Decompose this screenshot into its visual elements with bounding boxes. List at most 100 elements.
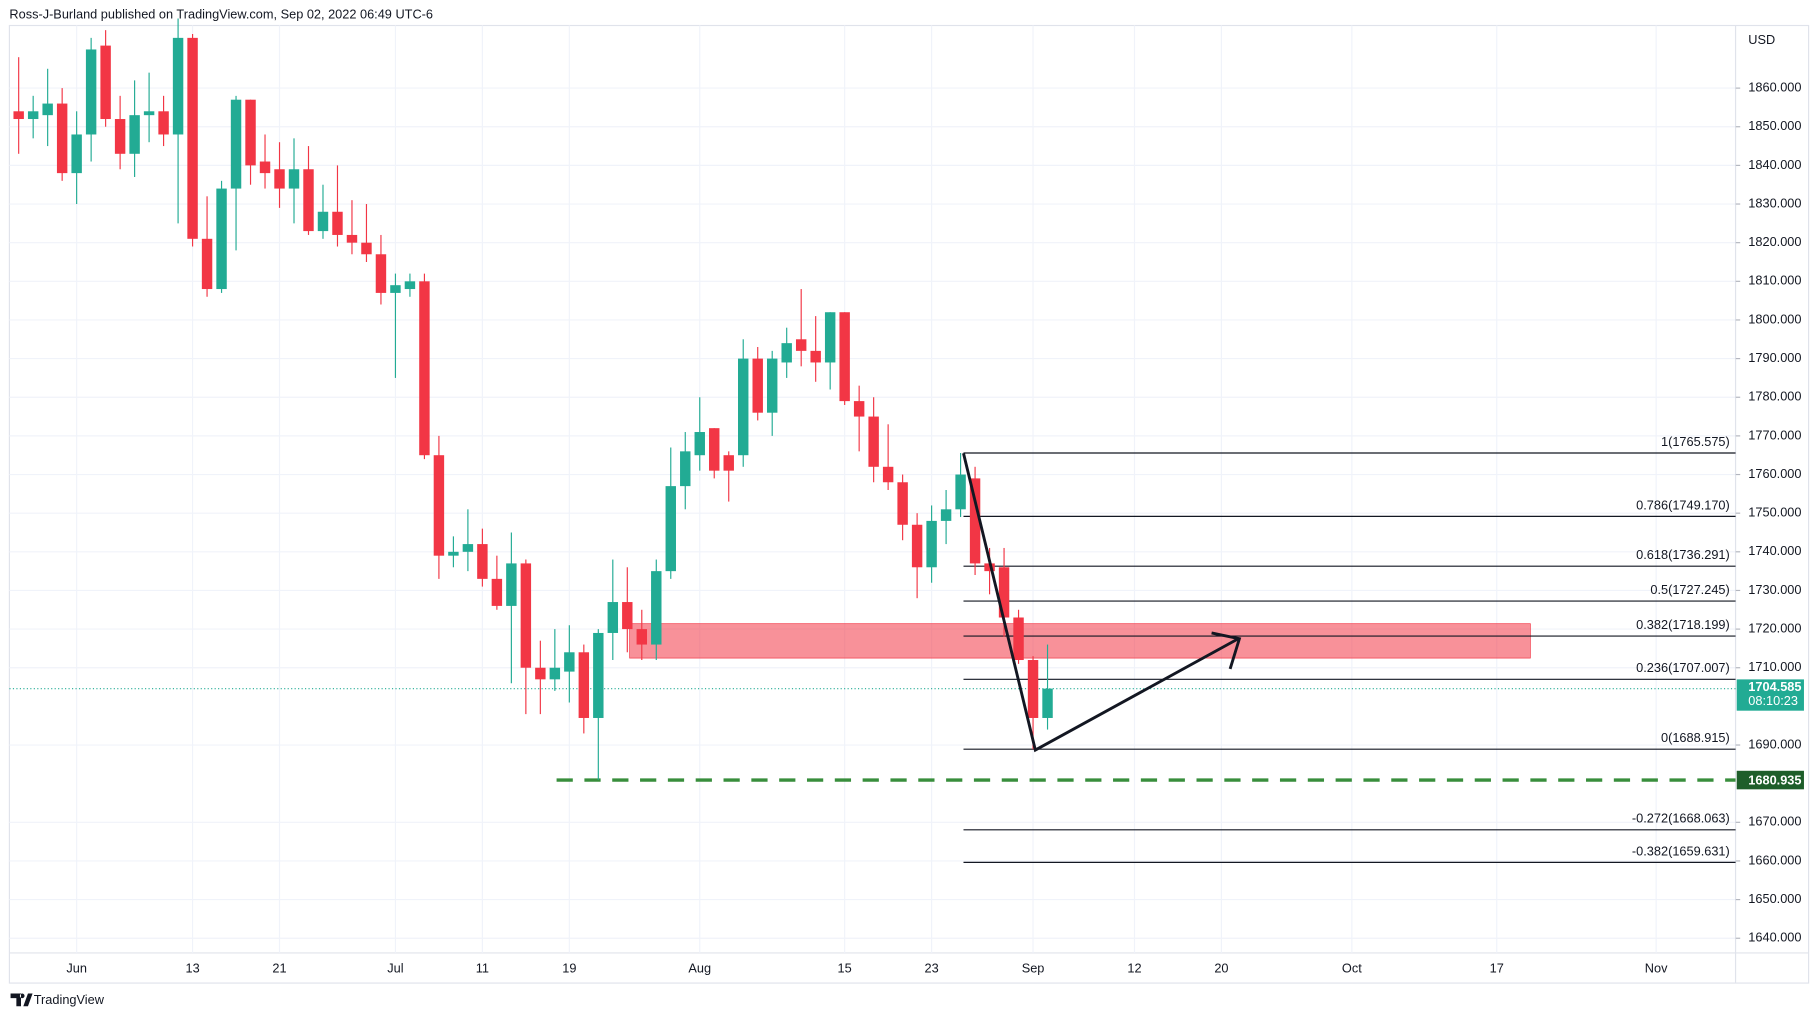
candle-body [651,571,662,645]
x-tick-label: 21 [272,961,286,976]
candle-body [274,169,285,189]
brand-footer: TradingView [10,992,105,1007]
candle-body [622,602,633,630]
chart-frame [8,24,1810,984]
candle-body [346,234,358,243]
axes: 1640.000 1650.000 1660.000 1670.000 1690.000… [66,79,1804,976]
fib-label: 1(1765.575) [1661,434,1730,449]
candle-body [114,119,126,154]
candle-body [462,544,474,552]
fib-label: 0(1688.915) [1661,730,1730,745]
candle-body [230,99,242,189]
y-tick-label: 1640.000 [1748,930,1801,945]
candle-body [926,520,937,568]
candle-body [42,103,53,116]
candle-body [361,242,372,255]
candle-body [100,45,111,120]
candle-body [824,312,836,363]
candle-body [709,428,720,471]
candle-body [853,401,865,417]
y-tick-label: 1730.000 [1748,582,1801,597]
candle-body [911,524,923,568]
candle-body [781,343,792,363]
x-tick-label: Jul [387,961,403,976]
x-tick-label: Aug [688,961,711,976]
y-tick-label: 1690.000 [1748,736,1801,751]
candle-body [723,455,734,471]
arrow-head [1211,631,1242,670]
x-tick-label: 11 [476,961,489,976]
brand-name: TradingView [34,992,105,1007]
candle-body [810,350,821,363]
candle-body [940,509,952,521]
candle-body [1027,660,1039,718]
candle-body [129,115,140,154]
zones [629,623,1531,659]
bar-countdown: 08:10:23 [1748,693,1798,708]
fib-label: 0.382(1718.199) [1636,617,1730,632]
candle-body [578,652,590,718]
support-price-label: 1680.935 [1748,773,1801,788]
candle-body [998,567,1010,618]
candle-body [795,339,807,351]
candle-body [477,544,488,579]
candle-body [303,169,314,232]
fib-label: 0.5(1727.245) [1650,582,1729,597]
x-tick-label: Sep [1022,961,1045,976]
candle-body [766,358,778,413]
candle-body [1013,617,1024,661]
candle-body [752,358,763,413]
y-tick-label: 1830.000 [1748,195,1801,210]
x-tick-label: 13 [185,961,199,976]
fib-label: -0.272(1668.063) [1632,811,1730,826]
fib-label: 0.236(1707.007) [1636,660,1730,675]
candle-body [71,134,82,174]
candle-body [245,99,256,166]
candle-body [868,416,879,467]
candle-body [201,238,213,290]
candle-body [216,188,227,290]
candle-body [491,578,503,606]
x-tick-label: 12 [1127,961,1141,976]
candle-body [535,667,546,680]
y-tick-label: 1670.000 [1748,814,1801,829]
last-price-label: 1704.585 [1748,679,1801,694]
candle-body [13,111,24,120]
candle-body [56,103,68,174]
candle-body [564,652,575,672]
candle-body [694,432,705,456]
candle-body [143,111,155,116]
candle-body [882,466,894,483]
last-price-box [1736,679,1804,711]
candle-body [332,211,343,235]
x-tick-label: Nov [1645,961,1668,976]
candle-body [404,281,416,290]
candle-body [419,281,430,456]
candle-body [680,451,691,487]
brand-logo [10,993,33,1007]
currency-label: USD [1748,32,1775,47]
candle-body [665,486,676,572]
y-tick-label: 1810.000 [1748,273,1801,288]
x-tick-label: 23 [925,961,939,976]
x-tick-label: 19 [562,961,576,976]
x-tick-label: 17 [1490,961,1504,976]
candle-body [27,111,39,120]
y-tick-label: 1710.000 [1748,659,1801,674]
levels: 1(1765.575) 0.786(1749.170) 0.618(1736.291… [9,434,1736,863]
support-price-box [1736,770,1804,790]
x-tick-label: Jun [66,961,87,976]
candle-body [375,254,387,293]
candle-body [607,602,619,633]
candle-body [448,551,459,556]
candles [13,18,1053,781]
candle-body [1042,688,1053,718]
fib-label: 0.786(1749.170) [1636,497,1730,512]
x-tick-label: Oct [1342,961,1362,976]
fib-label: 0.618(1736.291) [1636,547,1730,562]
x-tick-label: 20 [1214,961,1228,976]
y-tick-label: 1800.000 [1748,311,1801,326]
candle-body [172,37,184,135]
